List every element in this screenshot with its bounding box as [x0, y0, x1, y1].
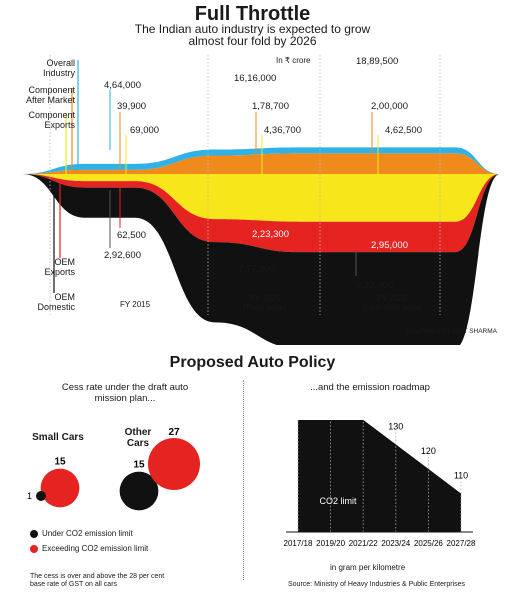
- label-oem-domestic: OEM Domestic: [37, 292, 75, 312]
- roadmap-year-label: 2025/26: [414, 539, 443, 548]
- oem-exports-optimistic-value: 2,95,000: [371, 240, 408, 251]
- page-subtitle: The Indian auto industry is expected to …: [134, 22, 371, 48]
- other-cars-exceeding-value: 27: [168, 427, 180, 438]
- industry-flow-chart: [22, 55, 500, 345]
- roadmap-chart-title: ...and the emission roadmap: [310, 382, 430, 393]
- co2-limit-area: [298, 420, 461, 532]
- legend-exceeding-swatch: [30, 545, 38, 553]
- roadmap-year-label: 2021/22: [349, 539, 378, 548]
- other-cars-exceeding-bubble: [148, 438, 200, 490]
- oem-exports-fy2015-value: 62,500: [117, 230, 147, 241]
- category-fy2026-base: FY 2026 (Base case): [243, 294, 287, 312]
- roadmap-year-label: 2017/18: [284, 539, 313, 548]
- emission-roadmap-chart: 1552017/181502019/201402021/221302023/24…: [284, 420, 476, 548]
- roadmap-value-label: 110: [454, 470, 468, 480]
- roadmap-year-label: 2027/28: [447, 539, 476, 548]
- component-exports-fy2015-value: 69,000: [130, 125, 160, 136]
- roadmap-value-label: 130: [388, 421, 403, 431]
- after-market-fy2015-value: 39,900: [117, 101, 147, 112]
- other-cars-under-bubble: [119, 471, 159, 511]
- label-component-after-market: Component After Market: [25, 85, 75, 105]
- oem-domestic-fy2015-value: 2,92,600: [104, 250, 141, 261]
- category-fy2015: FY 2015: [119, 300, 151, 309]
- section-title: Proposed Auto Policy: [169, 354, 336, 371]
- graphics-credit: GRAPHICS BY AMIT SHARMA: [406, 328, 497, 335]
- source-note: Source: Ministry of Heavy Industries & P…: [288, 581, 466, 588]
- label-component-exports: Component Exports: [28, 110, 75, 130]
- overall-optimistic-value: 18,89,500: [356, 56, 399, 67]
- other-cars-under-value: 15: [133, 460, 145, 471]
- legend-exceeding-label: Exceeding CO2 emission limit: [42, 544, 149, 553]
- overall-fy2015-value: 4,64,000: [104, 80, 141, 91]
- section-divider: [243, 380, 244, 580]
- component-exports-base-value: 4,36,700: [264, 125, 301, 136]
- overall-industry-area: [22, 147, 500, 174]
- after-market-base-value: 1,78,700: [252, 101, 289, 112]
- group-other-cars: Other Cars: [124, 427, 152, 449]
- oem-domestic-area: [22, 174, 500, 345]
- cess-chart-title: Cess rate under the draft auto mission p…: [61, 382, 189, 404]
- small-cars-under-bubble: [35, 490, 47, 502]
- component-exports-optimistic-value: 4,62,500: [385, 125, 422, 136]
- oem-domestic-optimistic-value: 9,32,000: [356, 280, 393, 291]
- co2-limit-label: CO2 limit: [319, 496, 357, 506]
- cess-note: The cess is over and above the 28 per ce…: [30, 573, 165, 588]
- page-title: Full Throttle: [194, 3, 311, 25]
- roadmap-value-label: 120: [421, 446, 436, 456]
- component-after-market-area: [22, 153, 500, 174]
- roadmap-unit: in gram per kilometre: [330, 563, 406, 572]
- overall-base-value: 16,16,000: [234, 73, 277, 84]
- group-small-cars: Small Cars: [32, 432, 84, 443]
- category-fy2026-optimistic: FY 2026 (Optimistic case): [362, 294, 422, 312]
- component-exports-area: [22, 174, 500, 222]
- unit-label: In ₹ crore: [276, 56, 311, 65]
- small-cars-under-value: 1: [27, 491, 32, 501]
- legend-under-swatch: [30, 530, 38, 538]
- roadmap-year-label: 2023/24: [381, 539, 410, 548]
- small-cars-exceeding-bubble: [40, 468, 80, 508]
- legend-under-label: Under CO2 emission limit: [42, 529, 133, 538]
- small-cars-exceeding-value: 15: [54, 457, 66, 468]
- oem-exports-area: [22, 174, 500, 253]
- roadmap-year-label: 2019/20: [316, 539, 345, 548]
- label-overall-industry: Overall Industry: [42, 58, 75, 78]
- after-market-optimistic-value: 2,00,000: [371, 101, 408, 112]
- label-oem-exports: OEM Exports: [44, 257, 75, 277]
- cess-bubble-chart: 1 15 15 27: [27, 427, 200, 511]
- oem-domestic-base-value: 7,77,300: [238, 264, 275, 275]
- oem-exports-base-value: 2,23,300: [252, 229, 289, 240]
